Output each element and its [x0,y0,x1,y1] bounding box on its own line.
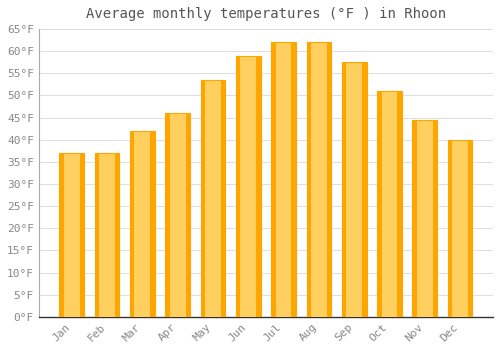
Bar [236,56,240,317]
Bar [60,153,64,317]
Bar [94,153,120,317]
Bar [362,62,366,317]
Bar [94,153,99,317]
Bar [256,56,260,317]
Bar [398,91,402,317]
Bar [130,131,134,317]
Bar [186,113,190,317]
Bar [377,91,402,317]
Bar [292,42,296,317]
Bar [306,42,311,317]
Bar [200,80,205,317]
Bar [412,120,437,317]
Bar [377,91,382,317]
Bar [306,42,331,317]
Bar [80,153,84,317]
Bar [271,42,276,317]
Bar [448,140,472,317]
Bar [60,153,84,317]
Bar [448,140,452,317]
Bar [150,131,155,317]
Bar [412,120,417,317]
Bar [166,113,170,317]
Title: Average monthly temperatures (°F ) in Rhoon: Average monthly temperatures (°F ) in Rh… [86,7,446,21]
Bar [271,42,296,317]
Bar [236,56,260,317]
Bar [327,42,331,317]
Bar [200,80,226,317]
Bar [221,80,226,317]
Bar [468,140,472,317]
Bar [166,113,190,317]
Bar [432,120,437,317]
Bar [342,62,366,317]
Bar [342,62,346,317]
Bar [130,131,155,317]
Bar [115,153,119,317]
